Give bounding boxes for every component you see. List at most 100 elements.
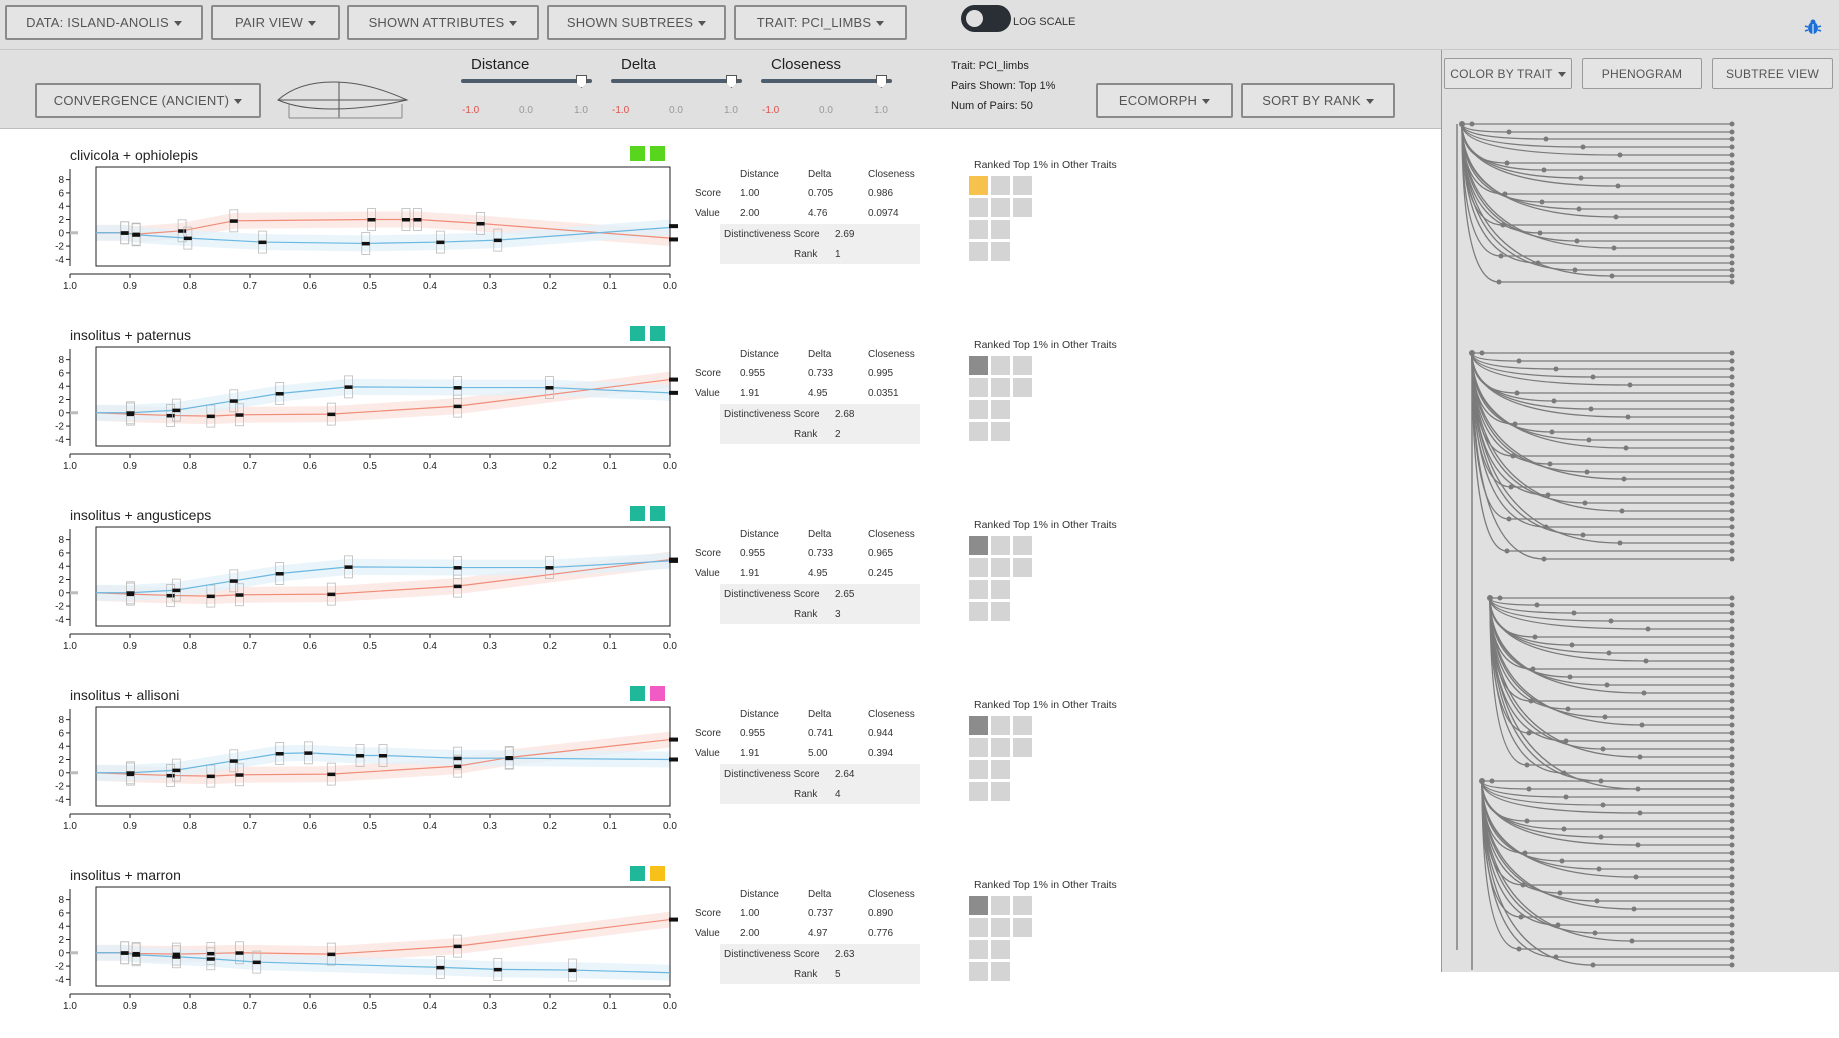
x-tick-label: 0.1: [603, 281, 617, 292]
tree-tip: [1729, 642, 1735, 648]
trait-rank-cell[interactable]: [969, 716, 988, 735]
pane-divider: [1441, 50, 1442, 972]
pair-row[interactable]: insolitus + marron 8 6 4 2 0 -2 -4 1.0 0.9 0.8 0.7…: [0, 858, 1441, 1038]
closeness-slider-handle[interactable]: [876, 75, 887, 88]
trait-rank-cell[interactable]: [1013, 536, 1032, 555]
data-dropdown[interactable]: DATA: ISLAND-ANOLIS: [5, 5, 203, 40]
tree-tip: [1729, 548, 1735, 554]
trait-rank-cell[interactable]: [1013, 918, 1032, 937]
trait-rank-cell[interactable]: [991, 176, 1010, 195]
trait-rank-cell[interactable]: [969, 242, 988, 261]
trait-rank-cell[interactable]: [969, 198, 988, 217]
x-tick-label: 0.1: [603, 821, 617, 832]
pair-color-swatch: [650, 146, 665, 161]
trait-rank-cell[interactable]: [1013, 356, 1032, 375]
trait-rank-cell[interactable]: [969, 782, 988, 801]
trait-rank-cell[interactable]: [1013, 378, 1032, 397]
trait-rank-cell[interactable]: [991, 378, 1010, 397]
ecomorph-dropdown[interactable]: ECOMORPH: [1096, 83, 1233, 118]
trait-rank-cell[interactable]: [991, 356, 1010, 375]
trait-rank-cell[interactable]: [991, 602, 1010, 621]
trait-rank-cell[interactable]: [969, 760, 988, 779]
trait-rank-cell[interactable]: [991, 220, 1010, 239]
trait-rank-cell[interactable]: [969, 356, 988, 375]
phylogenetic-tree[interactable]: [1442, 110, 1839, 972]
trait-rank-cell[interactable]: [991, 242, 1010, 261]
tree-branch: [1481, 780, 1732, 910]
color-by-trait-dropdown[interactable]: COLOR BY TRAIT: [1444, 58, 1572, 89]
trait-rank-cell[interactable]: [969, 536, 988, 555]
trait-rank-cell[interactable]: [969, 602, 988, 621]
shown-subtrees-dropdown[interactable]: SHOWN SUBTREES: [547, 5, 726, 40]
trait-rank-cell[interactable]: [991, 782, 1010, 801]
closeness-slider-track[interactable]: [761, 79, 892, 83]
shown-attributes-dropdown[interactable]: SHOWN ATTRIBUTES: [347, 5, 539, 40]
trait-rank-cell[interactable]: [991, 940, 1010, 959]
score-delta: 0.733: [808, 368, 834, 379]
tree-node: [1613, 214, 1619, 220]
tree-node: [1600, 802, 1606, 808]
trait-rank-cell[interactable]: [1013, 198, 1032, 217]
delta-slider-handle[interactable]: [726, 75, 737, 88]
trait-rank-cell[interactable]: [991, 422, 1010, 441]
log-scale-toggle[interactable]: [961, 5, 1011, 32]
pair-row[interactable]: insolitus + allisoni 8 6 4 2 0 -2 -4 1.0 0.9 0.8 0…: [0, 678, 1441, 858]
trait-rank-cell[interactable]: [969, 378, 988, 397]
tree-node: [1518, 914, 1524, 920]
delta-slider-track[interactable]: [611, 79, 742, 83]
x-tick-label: 0.9: [123, 1001, 137, 1012]
trait-rank-cell[interactable]: [969, 558, 988, 577]
color-by-trait-label: COLOR BY TRAIT: [1450, 66, 1553, 81]
node-marker: [476, 221, 485, 226]
rank-label: Rank: [794, 609, 818, 620]
trait-rank-cell[interactable]: [969, 918, 988, 937]
pair-row[interactable]: insolitus + angusticeps 8 6 4 2 0 -2 -4 1.0 0.9 0…: [0, 498, 1441, 678]
trait-rank-cell[interactable]: [991, 760, 1010, 779]
tree-tip: [1729, 414, 1735, 420]
trait-rank-cell[interactable]: [969, 400, 988, 419]
node-marker: [132, 233, 141, 237]
trait-rank-cell[interactable]: [969, 422, 988, 441]
bug-icon[interactable]: [1804, 18, 1822, 36]
distance-slider-handle[interactable]: [576, 75, 587, 88]
x-tick-label: 0.6: [303, 1001, 317, 1012]
trait-rank-cell[interactable]: [991, 198, 1010, 217]
node-marker: [235, 413, 244, 417]
trait-rank-cell[interactable]: [991, 896, 1010, 915]
y-tick-label: -2: [55, 242, 64, 253]
trait-rank-cell[interactable]: [969, 176, 988, 195]
trait-rank-cell[interactable]: [991, 738, 1010, 757]
pair-view-dropdown[interactable]: PAIR VIEW: [211, 5, 340, 40]
trait-dropdown[interactable]: TRAIT: PCI_LIMBS: [734, 5, 907, 40]
phenogram-button[interactable]: PHENOGRAM: [1582, 58, 1702, 89]
trait-rank-cell[interactable]: [991, 580, 1010, 599]
trait-rank-cell[interactable]: [969, 896, 988, 915]
trait-rank-cell[interactable]: [969, 738, 988, 757]
tree-tip: [1729, 183, 1735, 189]
tree-tip: [1729, 222, 1735, 228]
trait-rank-cell[interactable]: [991, 716, 1010, 735]
x-tick-label: 0.1: [603, 641, 617, 652]
distance-slider-track[interactable]: [461, 79, 592, 83]
trait-rank-cell[interactable]: [969, 220, 988, 239]
pair-row[interactable]: insolitus + paternus 8 6 4 2 0 -2 -4 1.0 0.9 0.8 0…: [0, 318, 1441, 498]
subtree-view-button[interactable]: SUBTREE VIEW: [1712, 58, 1833, 89]
trait-rank-cell[interactable]: [1013, 896, 1032, 915]
trait-rank-cell[interactable]: [969, 580, 988, 599]
trait-rank-cell[interactable]: [1013, 176, 1032, 195]
trait-rank-cell[interactable]: [991, 536, 1010, 555]
convergence-dropdown[interactable]: CONVERGENCE (ANCIENT): [35, 83, 261, 118]
pair-row[interactable]: clivicola + ophiolepis 8 6 4 2 0 -2 -4 1.0 0.9 0.…: [0, 138, 1441, 318]
trait-rank-cell[interactable]: [1013, 738, 1032, 757]
trait-rank-cell[interactable]: [1013, 558, 1032, 577]
tree-tip: [1729, 922, 1735, 928]
trait-rank-cell[interactable]: [969, 940, 988, 959]
distinctiveness-value: 2.65: [835, 589, 855, 600]
trait-rank-cell[interactable]: [991, 400, 1010, 419]
trait-rank-cell[interactable]: [991, 558, 1010, 577]
x-tick-label: 0.6: [303, 461, 317, 472]
sort-dropdown[interactable]: SORT BY RANK: [1241, 83, 1395, 118]
caret-down-icon: [173, 20, 182, 26]
trait-rank-cell[interactable]: [991, 918, 1010, 937]
trait-rank-cell[interactable]: [1013, 716, 1032, 735]
